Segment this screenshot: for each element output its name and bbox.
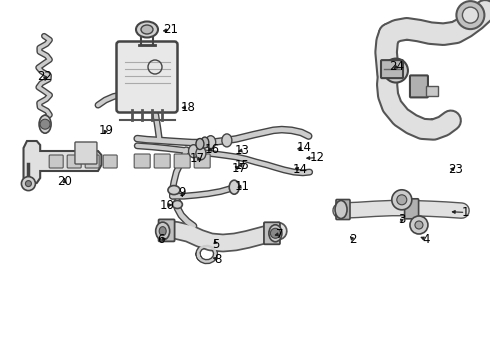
Text: 6: 6 xyxy=(157,233,165,246)
FancyBboxPatch shape xyxy=(103,155,117,168)
Text: 4: 4 xyxy=(422,233,430,246)
Text: 16: 16 xyxy=(204,143,219,156)
Circle shape xyxy=(463,7,478,23)
Circle shape xyxy=(456,1,485,29)
FancyBboxPatch shape xyxy=(134,154,150,168)
Polygon shape xyxy=(24,141,101,183)
Ellipse shape xyxy=(222,134,232,147)
Text: 1: 1 xyxy=(462,206,469,219)
Ellipse shape xyxy=(136,22,158,37)
Text: 20: 20 xyxy=(57,175,72,188)
Text: 10: 10 xyxy=(160,199,175,212)
FancyBboxPatch shape xyxy=(67,155,81,168)
Ellipse shape xyxy=(206,136,216,149)
Text: 19: 19 xyxy=(98,124,113,137)
Circle shape xyxy=(22,177,35,190)
Ellipse shape xyxy=(172,201,182,208)
FancyBboxPatch shape xyxy=(264,222,280,244)
Ellipse shape xyxy=(196,139,204,149)
Ellipse shape xyxy=(141,25,153,34)
FancyBboxPatch shape xyxy=(174,154,190,168)
Text: 22: 22 xyxy=(38,70,52,83)
FancyBboxPatch shape xyxy=(159,219,174,242)
Text: 15: 15 xyxy=(235,159,249,172)
FancyBboxPatch shape xyxy=(336,199,350,220)
Ellipse shape xyxy=(189,145,198,158)
Circle shape xyxy=(410,216,428,234)
Text: 11: 11 xyxy=(235,180,250,193)
Circle shape xyxy=(384,59,408,82)
Text: 9: 9 xyxy=(178,186,186,199)
Text: 14: 14 xyxy=(296,141,311,154)
Text: 8: 8 xyxy=(214,253,222,266)
Text: 17: 17 xyxy=(232,162,246,175)
Circle shape xyxy=(40,119,50,129)
Ellipse shape xyxy=(39,115,51,133)
Circle shape xyxy=(270,228,280,238)
Text: 23: 23 xyxy=(448,163,463,176)
Text: 14: 14 xyxy=(293,163,307,176)
Text: 21: 21 xyxy=(163,23,178,36)
Circle shape xyxy=(25,181,31,186)
FancyBboxPatch shape xyxy=(405,199,418,219)
Ellipse shape xyxy=(159,227,166,236)
Text: 2: 2 xyxy=(349,233,357,246)
Circle shape xyxy=(397,195,407,205)
FancyBboxPatch shape xyxy=(194,154,210,168)
Ellipse shape xyxy=(229,180,239,194)
FancyBboxPatch shape xyxy=(85,155,99,168)
FancyBboxPatch shape xyxy=(410,75,428,98)
Text: 12: 12 xyxy=(310,151,324,164)
Text: 13: 13 xyxy=(235,144,249,157)
Ellipse shape xyxy=(201,137,209,148)
Ellipse shape xyxy=(335,201,347,219)
Text: 7: 7 xyxy=(275,228,283,240)
Ellipse shape xyxy=(269,225,282,242)
FancyBboxPatch shape xyxy=(426,86,438,96)
Text: 17: 17 xyxy=(190,152,204,165)
Text: 5: 5 xyxy=(212,238,220,251)
Circle shape xyxy=(392,190,412,210)
Circle shape xyxy=(415,221,423,229)
Text: 18: 18 xyxy=(181,101,196,114)
FancyBboxPatch shape xyxy=(381,60,403,78)
Ellipse shape xyxy=(196,147,206,160)
Text: 3: 3 xyxy=(398,213,406,226)
Ellipse shape xyxy=(156,222,170,240)
Ellipse shape xyxy=(168,186,180,194)
FancyBboxPatch shape xyxy=(75,142,97,164)
FancyBboxPatch shape xyxy=(49,155,63,168)
FancyBboxPatch shape xyxy=(117,41,177,112)
Text: 24: 24 xyxy=(390,60,404,73)
FancyBboxPatch shape xyxy=(154,154,170,168)
